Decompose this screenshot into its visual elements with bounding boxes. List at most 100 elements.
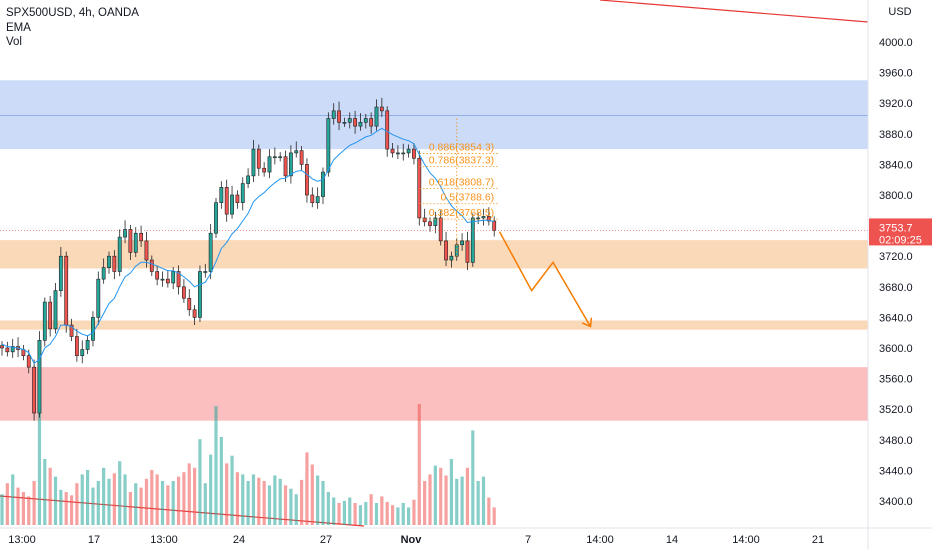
candle [379, 97, 384, 117]
candle-body [107, 255, 111, 268]
candle [342, 117, 347, 127]
time-axis-tick-label: 13:00 [8, 534, 36, 546]
candle-body [64, 255, 69, 326]
volume-bar [150, 470, 154, 525]
price-axis-tick-label: 3440.0 [879, 465, 913, 477]
candle-body [278, 156, 283, 159]
candle-body [256, 148, 261, 169]
candle-body [337, 110, 341, 123]
candle [267, 149, 272, 179]
candle-body [32, 366, 37, 414]
candle [32, 359, 37, 421]
price-axis-tick-label: 3880.0 [879, 129, 913, 141]
candle [390, 142, 395, 158]
candle [75, 328, 79, 362]
candle [321, 167, 325, 205]
candle-body [144, 240, 149, 261]
candle [256, 144, 261, 176]
candle-body [155, 271, 160, 280]
candle-body [160, 278, 165, 281]
price-axis-tick-label: 3520.0 [879, 404, 913, 416]
last-price-badge [869, 218, 932, 246]
candle-body [69, 324, 74, 337]
fib-label: 0.886(3854.3) [429, 141, 494, 153]
volume-bar [64, 492, 68, 525]
volume-bar [187, 463, 191, 525]
candle [438, 210, 443, 246]
volume-bar [209, 454, 213, 525]
candle [363, 113, 368, 129]
candle-body [401, 152, 406, 155]
price-axis-tick-label: 3560.0 [879, 374, 913, 386]
volume-bar [219, 437, 223, 525]
candle [107, 251, 111, 274]
volume-bar [53, 476, 58, 525]
volume-bar [407, 507, 411, 525]
volume-bar [5, 483, 9, 525]
volume-bar [118, 461, 122, 525]
candle-body [374, 106, 379, 127]
candle-body [96, 278, 101, 318]
candle [240, 177, 245, 211]
volume-bar [144, 478, 149, 525]
time-axis-tick-label: 14 [666, 534, 678, 546]
fib-label: 0.382(3768.5) [429, 207, 494, 219]
volume-bar [198, 439, 202, 525]
time-axis-tick-label: 14:00 [586, 534, 614, 546]
volume-bar [439, 467, 443, 525]
candle [288, 145, 293, 184]
last-price-label: 3753.7 [879, 222, 913, 234]
candle [460, 233, 465, 251]
candle-body [363, 118, 368, 123]
candle-body [369, 118, 374, 127]
volume-bar [342, 500, 346, 525]
candle [37, 331, 42, 418]
candle [176, 265, 181, 295]
candle-body [385, 110, 390, 150]
volume-bar [433, 465, 437, 525]
chart-title: SPX500USD, 4h, OANDA [6, 7, 139, 19]
price-axis-tick-label: 3920.0 [879, 98, 913, 110]
candle-body [379, 106, 384, 112]
candle-body [187, 297, 192, 311]
candle [246, 168, 251, 189]
candle [401, 143, 406, 161]
volume-bar [326, 492, 330, 525]
volume-bar [134, 483, 138, 525]
candle [433, 211, 438, 234]
volume-bar [21, 492, 25, 525]
demand-zone-lower [0, 320, 868, 330]
volume-bar [348, 497, 352, 525]
time-axis-tick-label: 17 [88, 534, 100, 546]
volume-bar [59, 489, 63, 525]
candle [64, 251, 69, 333]
candle-body [321, 171, 325, 197]
candle-body [267, 156, 272, 173]
volume-bar [465, 467, 470, 525]
candle [315, 187, 320, 209]
candle-body [219, 187, 224, 203]
volume-bar [369, 494, 373, 525]
candle-body [208, 232, 213, 272]
volume-bar [214, 406, 218, 525]
fib-label: 0.786(3837.3) [429, 154, 494, 166]
candle-body [294, 150, 299, 154]
candle-body [48, 301, 53, 330]
candle-body [299, 150, 304, 165]
candle [262, 162, 267, 177]
volume-bar [75, 483, 79, 525]
volume-bar [444, 475, 448, 525]
volume-bar [160, 481, 165, 525]
candle [0, 341, 4, 356]
candle-body [422, 217, 427, 223]
candle-body [251, 148, 256, 177]
volume-bar [364, 501, 368, 525]
candle-body [75, 336, 79, 356]
candle [422, 208, 427, 227]
candle-body [246, 175, 251, 184]
candle-body [444, 240, 448, 261]
candle-body [438, 217, 443, 242]
candle [117, 229, 122, 277]
